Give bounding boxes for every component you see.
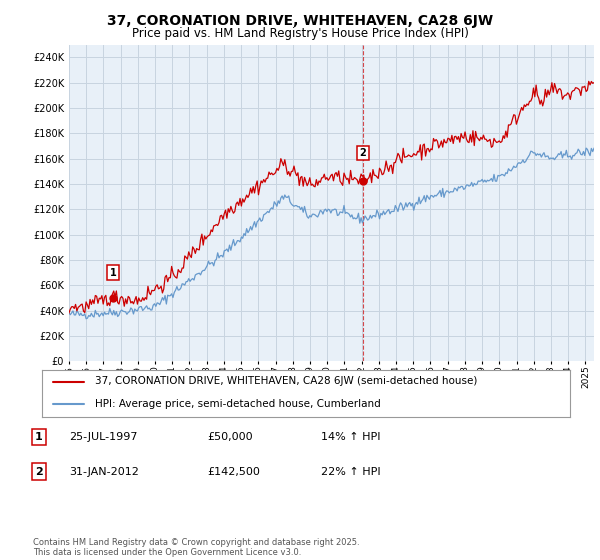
Text: £142,500: £142,500 bbox=[207, 466, 260, 477]
Text: 14% ↑ HPI: 14% ↑ HPI bbox=[321, 432, 380, 442]
Text: 2: 2 bbox=[359, 148, 367, 158]
Text: 22% ↑ HPI: 22% ↑ HPI bbox=[321, 466, 380, 477]
Text: £50,000: £50,000 bbox=[207, 432, 253, 442]
Text: 31-JAN-2012: 31-JAN-2012 bbox=[69, 466, 139, 477]
Text: HPI: Average price, semi-detached house, Cumberland: HPI: Average price, semi-detached house,… bbox=[95, 399, 380, 409]
Text: 1: 1 bbox=[110, 268, 116, 278]
Text: 1: 1 bbox=[35, 432, 43, 442]
Text: 37, CORONATION DRIVE, WHITEHAVEN, CA28 6JW: 37, CORONATION DRIVE, WHITEHAVEN, CA28 6… bbox=[107, 14, 493, 28]
Text: 37, CORONATION DRIVE, WHITEHAVEN, CA28 6JW (semi-detached house): 37, CORONATION DRIVE, WHITEHAVEN, CA28 6… bbox=[95, 376, 477, 386]
Text: Contains HM Land Registry data © Crown copyright and database right 2025.
This d: Contains HM Land Registry data © Crown c… bbox=[33, 538, 359, 557]
Text: 25-JUL-1997: 25-JUL-1997 bbox=[69, 432, 137, 442]
Text: Price paid vs. HM Land Registry's House Price Index (HPI): Price paid vs. HM Land Registry's House … bbox=[131, 27, 469, 40]
Text: 2: 2 bbox=[35, 466, 43, 477]
